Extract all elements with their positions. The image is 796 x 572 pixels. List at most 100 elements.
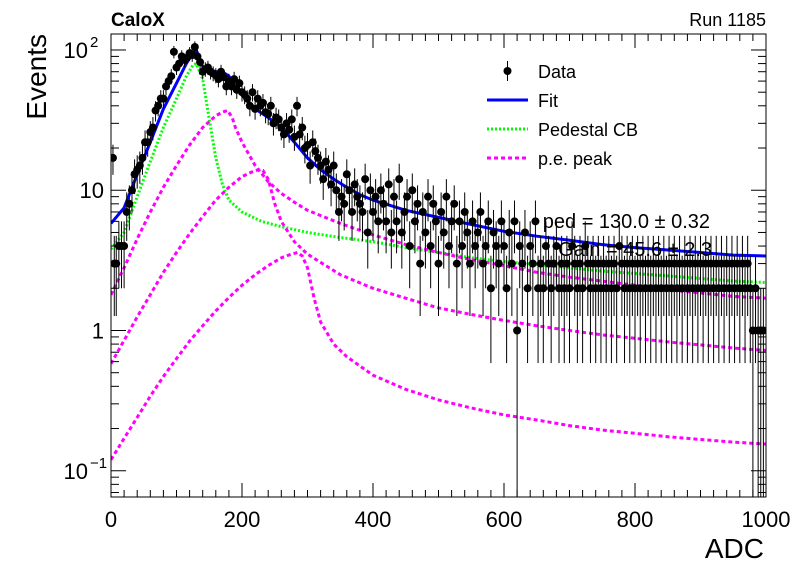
data-point [392,217,401,226]
data-point [397,228,406,237]
data-point [562,259,571,268]
data-point [274,115,283,124]
data-point [612,284,621,293]
data-point [369,207,377,216]
data-point [502,284,511,293]
data-point [507,259,516,268]
data-point [581,242,590,251]
data-point [468,217,477,226]
data-point [447,217,456,226]
data-point [345,186,354,195]
data-point [489,228,498,237]
data-point [484,217,493,226]
legend-label: Data [538,62,577,82]
data-point [376,186,385,195]
data-point [520,228,529,237]
data-point [575,259,584,268]
data-point [479,259,488,268]
data-point [298,123,307,132]
data-point [264,109,273,118]
data-point [450,199,459,208]
y-tick-label: 10 [80,178,104,203]
data-point [363,228,372,237]
data-point [547,284,556,293]
data-point [148,123,157,132]
data-point [426,242,435,251]
data-point [549,259,558,268]
data-point [387,228,396,237]
data-point [243,94,252,103]
data-point [366,186,375,195]
y-tick-label: 1 [92,319,104,344]
data-point [135,161,144,170]
legend-label: Pedestal CB [538,120,638,140]
data-point [458,242,467,251]
data-point [258,98,267,107]
data-point [167,72,176,81]
header-left: CaloX [111,10,165,31]
data-point [353,192,362,201]
data-point [190,43,199,52]
data-point [500,242,508,251]
data-point [235,79,244,88]
data-point [578,284,587,293]
data-point [536,259,545,268]
data-point [384,180,393,189]
data-point [463,228,472,237]
data-point [526,242,535,251]
data-point [138,153,147,162]
data-point [361,175,370,184]
x-tick-label: 600 [486,507,523,532]
header-right: Run 1185 [689,10,766,30]
data-point [531,217,540,226]
data-points [111,41,766,497]
y-tick-exponent: −1 [90,455,107,472]
data-point [528,259,537,268]
data-point [342,170,351,179]
data-point [348,207,357,216]
data-point [125,199,134,208]
data-point [610,259,619,268]
data-point [400,207,409,216]
data-point [515,242,524,251]
x-tick-label: 800 [617,507,654,532]
data-point [143,138,152,147]
data-point [329,161,338,170]
data-point [321,157,330,166]
data-point [416,259,425,268]
data-point [471,242,480,251]
data-point [476,207,485,216]
data-point [287,115,296,124]
y-tick-label: 10 [64,38,88,63]
data-point [308,138,317,147]
data-point [395,175,404,184]
data-point [248,88,257,97]
data-point [421,228,430,237]
data-point [337,192,346,201]
annotation-line-2: Gain = 45.6 ± 2.3 [558,239,712,261]
data-point [374,217,383,226]
data-point [565,284,574,293]
data-point [319,175,328,184]
data-point [486,284,495,293]
data-point [505,228,514,237]
data-point [494,259,503,268]
series-line-5 [111,250,766,461]
data-point [492,242,501,251]
data-point [418,207,427,216]
data-point [332,186,341,195]
data-point [196,58,205,67]
annotation-line-1: ped = 130.0 ± 0.32 [543,211,710,233]
x-tick-label: 400 [355,507,392,532]
data-point [437,207,446,216]
data-point [403,192,412,201]
data-point [371,192,380,201]
data-point [552,242,561,251]
data-point [169,47,178,56]
x-axis-label: ADC [705,533,764,564]
data-point [460,207,469,216]
data-point [295,130,304,139]
data-point [615,242,624,251]
